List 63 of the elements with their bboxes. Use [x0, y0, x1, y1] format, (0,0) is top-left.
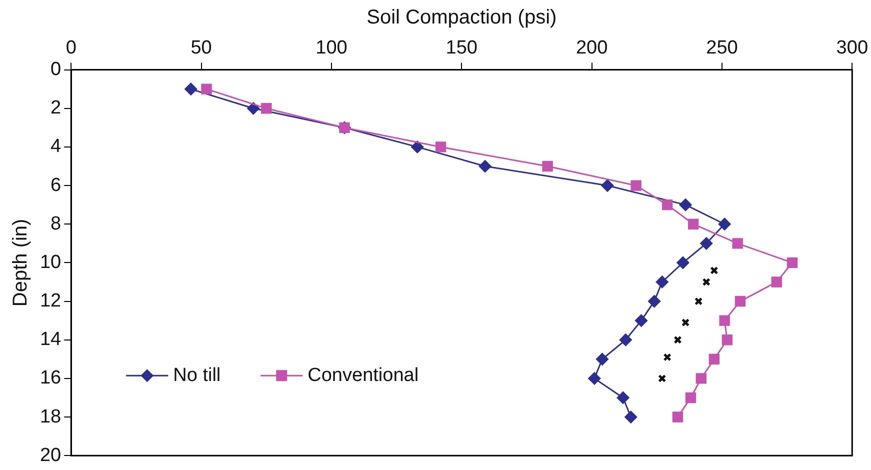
point — [648, 295, 661, 308]
point — [700, 237, 713, 250]
point — [616, 391, 630, 404]
point — [694, 297, 703, 306]
point — [435, 142, 446, 152]
y-tick-label: 6 — [50, 174, 62, 196]
x-tick-label: 200 — [576, 38, 608, 59]
point — [674, 336, 682, 344]
y-tick-label: 20 — [40, 444, 62, 466]
point — [411, 140, 424, 154]
y-tick-label: 18 — [40, 406, 62, 428]
legend-label: Conventional — [308, 364, 419, 386]
point — [201, 84, 212, 94]
point — [685, 392, 696, 404]
point — [596, 352, 608, 366]
point — [676, 256, 690, 269]
point — [681, 318, 690, 327]
point — [630, 180, 642, 191]
legend-label: No till — [173, 364, 221, 386]
x-tick-label: 150 — [446, 38, 478, 59]
point — [588, 372, 601, 385]
point — [710, 266, 718, 274]
point — [601, 179, 614, 192]
point — [771, 276, 782, 288]
point — [702, 278, 710, 286]
point — [624, 410, 638, 424]
point — [688, 218, 699, 230]
x-tick-label: 300 — [836, 38, 868, 59]
point — [679, 198, 692, 212]
point — [719, 315, 730, 326]
x-axis-title: Soil Compaction (psi) — [366, 6, 557, 29]
y-tick-label: 8 — [50, 213, 62, 234]
y-tick-label: 14 — [40, 329, 62, 350]
point — [734, 296, 746, 307]
point — [261, 103, 272, 114]
point — [635, 314, 648, 327]
x-tick-label: 250 — [706, 38, 738, 59]
point — [656, 276, 668, 288]
point — [658, 374, 666, 383]
y-tick-label: 2 — [50, 98, 62, 119]
y-tick-label: 16 — [40, 368, 62, 389]
point — [184, 82, 198, 96]
x-tick-label: 0 — [66, 38, 76, 59]
point — [663, 353, 672, 362]
point — [662, 199, 673, 210]
point — [722, 334, 733, 346]
point — [478, 160, 492, 172]
point — [672, 412, 684, 422]
point — [696, 373, 706, 384]
y-tick-label: 12 — [40, 290, 62, 312]
point — [708, 354, 720, 364]
x-tick-label: 50 — [190, 38, 212, 59]
point — [542, 160, 553, 172]
point — [619, 334, 632, 346]
point — [718, 218, 731, 230]
y-axis-title: Depth (in) — [10, 218, 32, 307]
y-tick-label: 0 — [50, 59, 62, 80]
x-tick-label: 100 — [316, 38, 348, 59]
y-tick-label: 4 — [50, 136, 62, 158]
y-tick-label: 10 — [40, 252, 62, 273]
point — [732, 238, 743, 249]
point — [247, 102, 260, 115]
point — [786, 257, 798, 268]
